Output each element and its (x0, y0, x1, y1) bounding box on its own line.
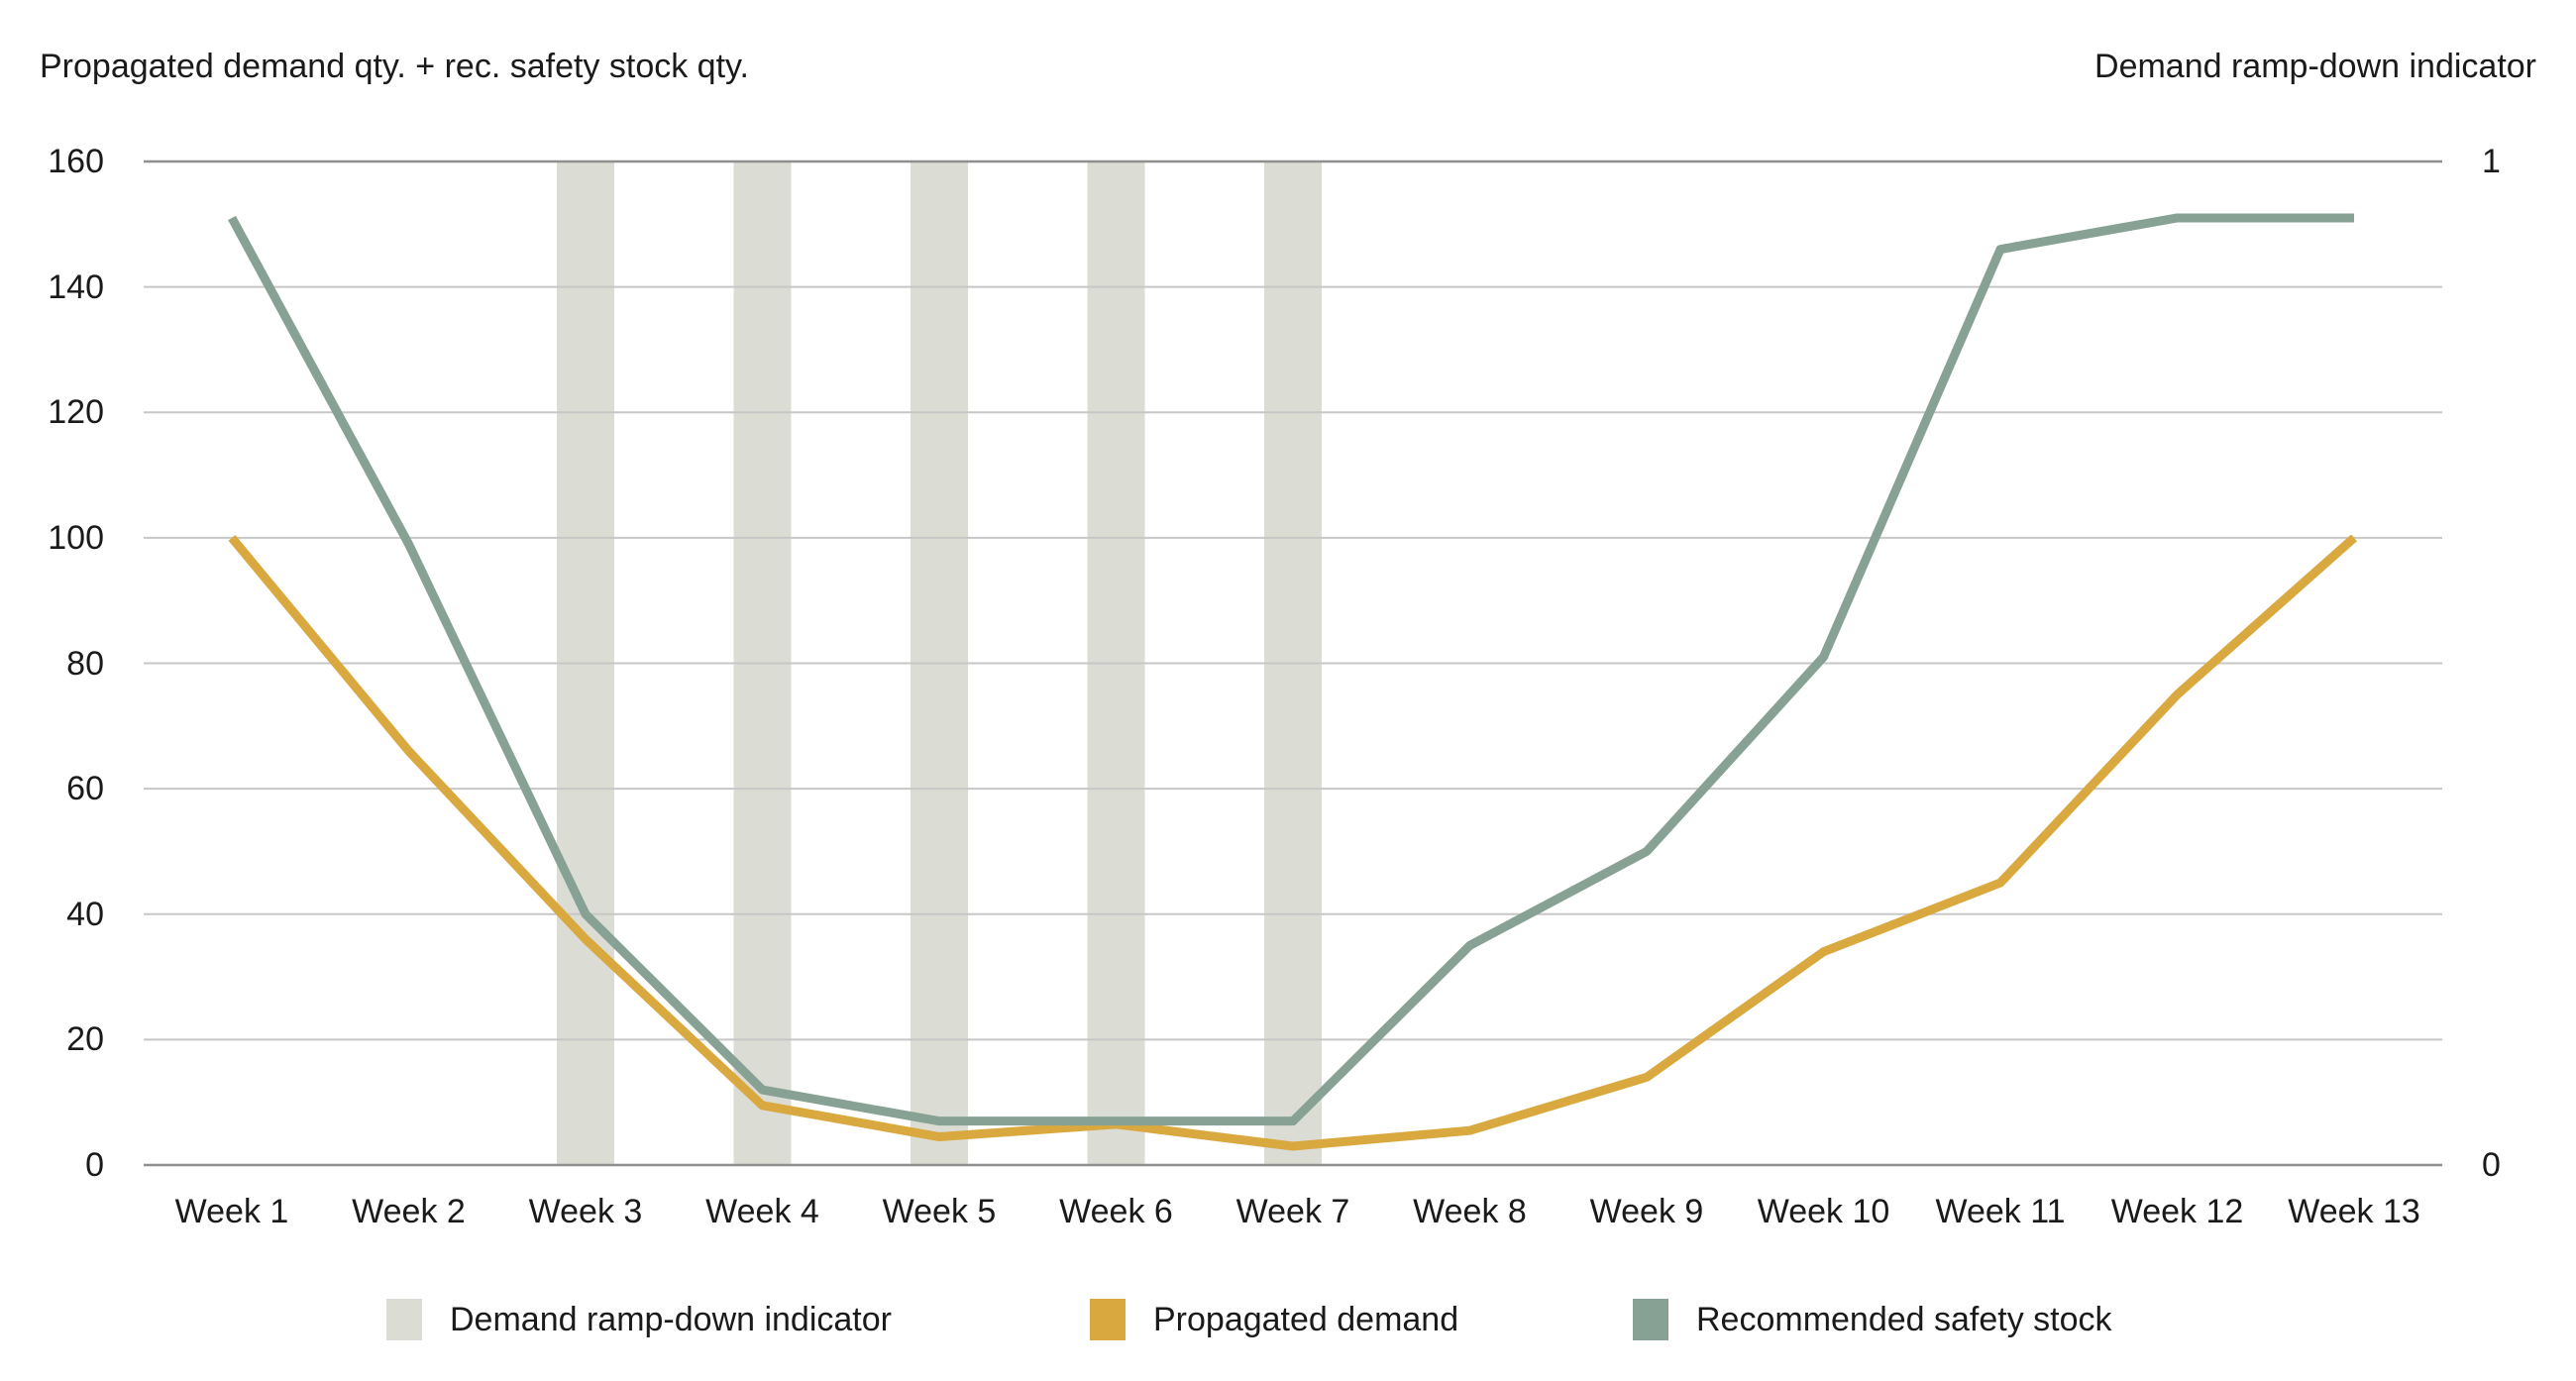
x-axis-label: Week 1 (174, 1193, 289, 1230)
x-axis-label: Week 8 (1413, 1193, 1527, 1230)
legend-item: Recommended safety stock (1633, 1298, 2112, 1341)
x-axis-label: Week 4 (705, 1193, 819, 1230)
left-axis-tick-label: 120 (48, 393, 104, 432)
legend-swatch (1090, 1299, 1126, 1340)
gridlines-layer (144, 159, 2442, 1167)
left-axis-title: Propagated demand qty. + rec. safety sto… (40, 48, 749, 85)
legend-label: Propagated demand (1153, 1301, 1459, 1338)
recommended-safety-stock-line (228, 213, 2354, 1126)
legend-item: Propagated demand (1090, 1298, 1458, 1341)
x-axis-label: Week 9 (1589, 1193, 1704, 1230)
legend-item: Demand ramp-down indicator (386, 1298, 892, 1341)
series-lines-layer (228, 213, 2357, 1151)
right-axis-tick-label: 0 (2482, 1146, 2501, 1184)
x-axis-label: Week 5 (882, 1193, 997, 1230)
left-axis-tick-label: 40 (66, 895, 104, 933)
legend-label: Demand ramp-down indicator (450, 1301, 892, 1338)
right-axis-tick-label: 1 (2482, 143, 2501, 180)
left-axis-tick-label: 80 (66, 644, 104, 683)
legend-label: Recommended safety stock (1696, 1301, 2112, 1338)
x-axis-label: Week 12 (2110, 1193, 2244, 1230)
left-axis-tick-label: 100 (48, 518, 104, 557)
left-axis-tick-label: 140 (48, 267, 104, 306)
x-axis-label: Week 10 (1757, 1193, 1890, 1230)
legend: Demand ramp-down indicator Propagated dem… (0, 1298, 2576, 1347)
legend-swatch (386, 1299, 422, 1340)
x-axis-label: Week 6 (1059, 1193, 1173, 1230)
x-axis-label: Week 3 (528, 1193, 643, 1230)
x-axis-label: Week 11 (1935, 1193, 2066, 1230)
left-axis-tick-label: 160 (48, 143, 104, 180)
left-axis-tick-label: 0 (85, 1146, 104, 1184)
left-axis-tick-label: 20 (66, 1020, 104, 1059)
x-axis-label: Week 7 (1235, 1193, 1350, 1230)
legend-swatch (1633, 1299, 1668, 1340)
propagated-demand-line (228, 534, 2357, 1151)
right-axis-title: Demand ramp-down indicator (2094, 48, 2536, 85)
x-axis-label: Week 13 (2288, 1193, 2420, 1230)
left-axis-tick-label: 60 (66, 770, 104, 808)
x-axis-label: Week 2 (352, 1193, 466, 1230)
